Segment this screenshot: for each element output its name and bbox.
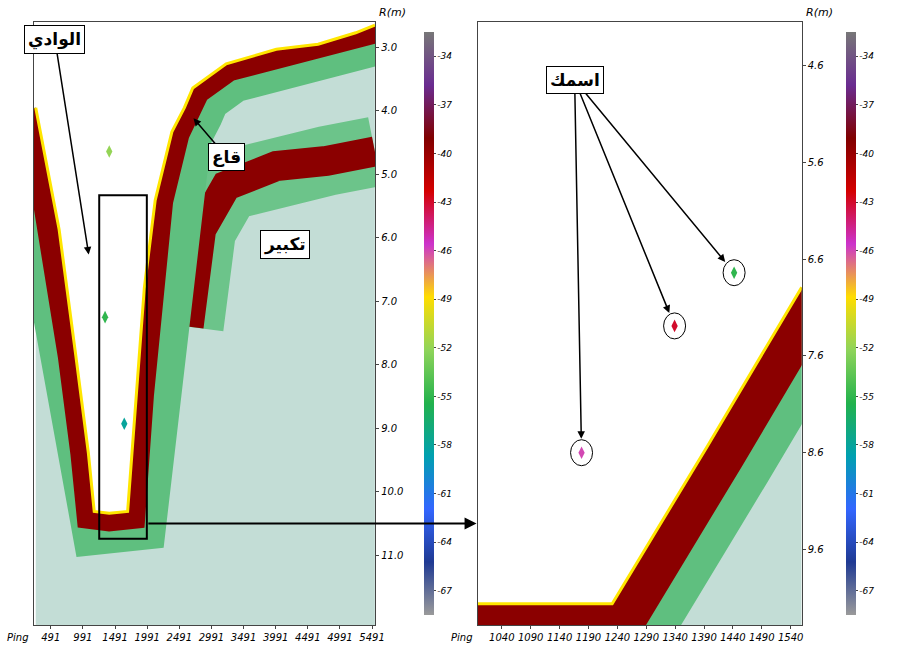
svg-text:1040: 1040 [489,632,514,643]
svg-text:1240: 1240 [605,632,630,643]
svg-text:3991: 3991 [263,632,288,643]
svg-text:-58: -58 [437,440,452,450]
svg-text:4991: 4991 [327,632,352,643]
svg-text:الوادي: الوادي [28,29,81,50]
svg-text:-49: -49 [859,294,874,304]
svg-text:Ping: Ping [451,632,473,643]
svg-text:اسمك: اسمك [550,70,600,90]
svg-text:تكبير: تكبير [264,234,306,255]
svg-text:R(m): R(m) [379,6,406,19]
svg-text:5.0: 5.0 [381,169,397,180]
svg-text:6.6: 6.6 [808,254,824,265]
svg-text:2991: 2991 [199,632,224,643]
svg-text:4491: 4491 [295,632,320,643]
svg-text:1090: 1090 [518,632,543,643]
svg-text:-49: -49 [437,294,452,304]
svg-text:5.6: 5.6 [808,157,824,168]
svg-text:1540: 1540 [778,632,803,643]
svg-text:-64: -64 [859,537,874,547]
svg-text:-52: -52 [437,343,452,353]
svg-text:10.0: 10.0 [381,486,403,497]
svg-text:-43: -43 [859,197,874,207]
svg-text:491: 491 [41,632,60,643]
svg-text:-46: -46 [437,246,452,256]
svg-text:-61: -61 [859,489,874,499]
svg-text:1490: 1490 [749,632,774,643]
svg-text:-52: -52 [859,343,874,353]
svg-text:4.0: 4.0 [381,105,397,116]
svg-text:-46: -46 [859,246,874,256]
svg-text:-55: -55 [437,392,452,402]
svg-text:1440: 1440 [720,632,745,643]
svg-text:5491: 5491 [359,632,384,643]
svg-text:-34: -34 [437,51,452,61]
svg-text:-67: -67 [859,586,874,596]
svg-text:R(m): R(m) [806,6,833,19]
svg-text:-64: -64 [437,537,452,547]
svg-text:8.0: 8.0 [381,359,397,370]
svg-text:7.0: 7.0 [381,296,397,307]
svg-text:2491: 2491 [167,632,192,643]
svg-text:991: 991 [73,632,92,643]
svg-text:-58: -58 [859,440,874,450]
svg-text:1991: 1991 [134,632,159,643]
svg-text:-37: -37 [859,100,874,110]
svg-text:8.6: 8.6 [808,447,824,458]
svg-text:-55: -55 [859,392,874,402]
svg-text:1340: 1340 [662,632,687,643]
svg-text:1190: 1190 [576,632,601,643]
svg-text:-34: -34 [859,51,874,61]
svg-text:-40: -40 [437,149,452,159]
svg-text:-40: -40 [859,149,874,159]
svg-text:-37: -37 [437,100,452,110]
svg-text:Ping: Ping [7,632,29,643]
svg-text:6.0: 6.0 [381,232,397,243]
svg-text:1390: 1390 [691,632,716,643]
svg-text:قاع: قاع [212,147,241,167]
svg-text:-43: -43 [437,197,452,207]
svg-text:-61: -61 [437,489,452,499]
svg-text:11.0: 11.0 [381,550,403,561]
svg-text:3.0: 3.0 [381,42,397,53]
svg-text:4.6: 4.6 [808,60,824,71]
svg-text:1290: 1290 [634,632,659,643]
svg-text:1140: 1140 [547,632,572,643]
svg-text:9.0: 9.0 [381,423,397,434]
svg-text:9.6: 9.6 [808,544,824,555]
svg-text:7.6: 7.6 [808,350,824,361]
svg-text:3491: 3491 [231,632,256,643]
svg-text:-67: -67 [437,586,452,596]
svg-text:1491: 1491 [102,632,127,643]
